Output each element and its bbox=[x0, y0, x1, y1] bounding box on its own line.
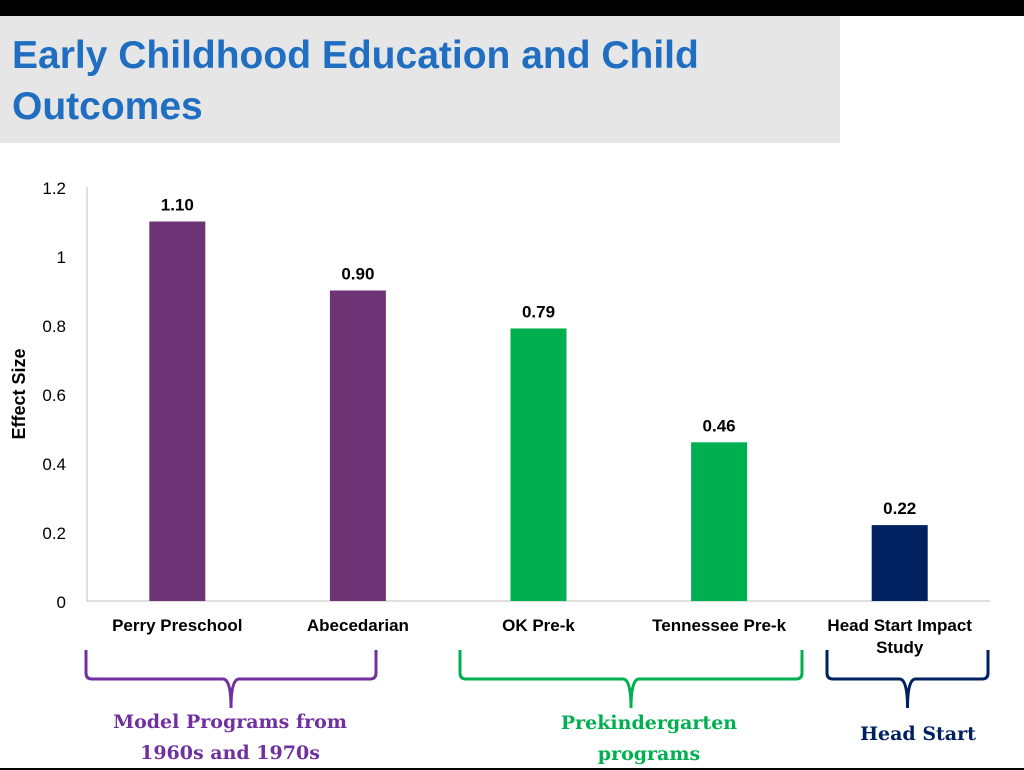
bar bbox=[510, 328, 567, 601]
data-label: 0.79 bbox=[522, 302, 555, 321]
data-label: 0.46 bbox=[703, 416, 736, 435]
data-label: 0.22 bbox=[883, 499, 916, 518]
y-tick-label: 0.8 bbox=[42, 317, 66, 336]
bar bbox=[691, 442, 748, 601]
y-axis-title: Effect Size bbox=[9, 348, 29, 439]
x-tick-label: Abecedarian bbox=[307, 616, 409, 635]
y-tick-label: 0.6 bbox=[42, 386, 66, 405]
group-bracket bbox=[458, 650, 804, 709]
bar bbox=[149, 221, 206, 601]
data-label: 0.90 bbox=[341, 265, 374, 284]
x-tick-label: OK Pre-k bbox=[502, 616, 575, 635]
x-tick-label: Head Start Impact Study bbox=[827, 616, 972, 657]
group-bracket bbox=[84, 650, 378, 709]
y-tick-label: 0.4 bbox=[42, 455, 66, 474]
chart-bars bbox=[149, 221, 928, 601]
bar bbox=[329, 290, 386, 601]
y-tick-label: 0.2 bbox=[42, 524, 66, 543]
group-label: Head Start bbox=[860, 723, 976, 745]
group-brackets bbox=[84, 650, 990, 709]
x-tick-label: Tennessee Pre-k bbox=[652, 616, 786, 635]
y-tick-label: 1.2 bbox=[42, 179, 66, 198]
data-label: 1.10 bbox=[161, 196, 194, 215]
y-tick-label: 1 bbox=[57, 248, 66, 267]
group-label: Prekindergarten programs bbox=[560, 712, 738, 765]
title-band bbox=[0, 16, 840, 143]
slide-title: Early Childhood Education and Child Outc… bbox=[12, 34, 699, 128]
chart-labels: 1.10 0.90 0.79 0.46 0.22 Perry Preschool Abece… bbox=[112, 196, 972, 658]
x-tick-label: Perry Preschool bbox=[112, 616, 242, 635]
y-tick-label: 0 bbox=[57, 593, 66, 612]
group-label: Model Programs from 1960s and 1970s bbox=[113, 711, 347, 764]
group-bracket bbox=[825, 650, 990, 709]
bar bbox=[871, 525, 928, 601]
